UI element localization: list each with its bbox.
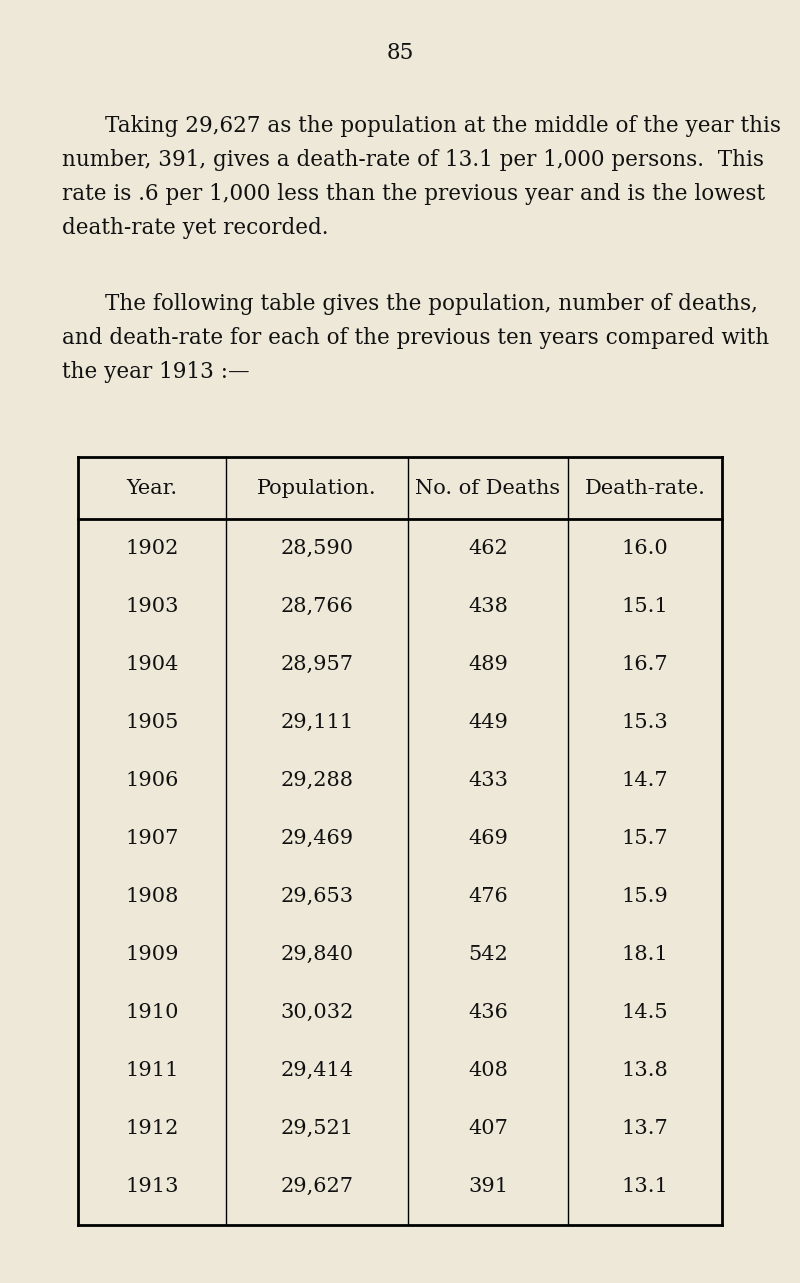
Text: 1906: 1906: [126, 771, 178, 789]
Text: 16.7: 16.7: [622, 654, 668, 674]
Text: 1904: 1904: [126, 654, 178, 674]
Text: 29,653: 29,653: [281, 887, 354, 906]
Text: Taking 29,627 as the population at the middle of the year this: Taking 29,627 as the population at the m…: [105, 115, 781, 137]
Text: 1903: 1903: [126, 597, 178, 616]
Text: 489: 489: [468, 654, 508, 674]
Text: 15.7: 15.7: [622, 829, 668, 848]
Text: rate is .6 per 1,000 less than the previous year and is the lowest: rate is .6 per 1,000 less than the previ…: [62, 183, 765, 205]
Text: 29,521: 29,521: [281, 1119, 354, 1138]
Text: 13.1: 13.1: [622, 1177, 669, 1196]
Text: 18.1: 18.1: [622, 944, 668, 964]
Text: 29,469: 29,469: [281, 829, 354, 848]
Text: 29,111: 29,111: [280, 712, 354, 731]
Text: 28,766: 28,766: [281, 597, 354, 616]
Text: The following table gives the population, number of deaths,: The following table gives the population…: [105, 293, 758, 316]
Text: the year 1913 :—: the year 1913 :—: [62, 361, 250, 384]
Text: Death-rate.: Death-rate.: [585, 479, 706, 498]
Text: 1913: 1913: [126, 1177, 178, 1196]
Text: 407: 407: [468, 1119, 508, 1138]
Text: 1907: 1907: [126, 829, 178, 848]
Text: 13.7: 13.7: [622, 1119, 668, 1138]
Text: Year.: Year.: [126, 479, 178, 498]
Text: 85: 85: [386, 42, 414, 64]
Text: 29,288: 29,288: [281, 771, 354, 789]
Text: 476: 476: [468, 887, 508, 906]
Text: 29,627: 29,627: [281, 1177, 354, 1196]
Text: 438: 438: [468, 597, 508, 616]
Text: Population.: Population.: [257, 479, 377, 498]
Text: 15.1: 15.1: [622, 597, 668, 616]
Text: 29,414: 29,414: [281, 1061, 354, 1079]
Text: 29,840: 29,840: [281, 944, 354, 964]
Text: 408: 408: [468, 1061, 508, 1079]
Text: No. of Deaths: No. of Deaths: [415, 479, 561, 498]
Text: 542: 542: [468, 944, 508, 964]
Text: 1908: 1908: [126, 887, 178, 906]
Text: 1912: 1912: [126, 1119, 178, 1138]
Text: 433: 433: [468, 771, 508, 789]
Text: 13.8: 13.8: [622, 1061, 668, 1079]
Text: 1911: 1911: [126, 1061, 178, 1079]
Text: 449: 449: [468, 712, 508, 731]
Text: 28,957: 28,957: [281, 654, 354, 674]
Text: 469: 469: [468, 829, 508, 848]
Text: 436: 436: [468, 1002, 508, 1021]
Text: 28,590: 28,590: [281, 539, 354, 558]
Text: 1910: 1910: [126, 1002, 178, 1021]
Text: 1905: 1905: [126, 712, 178, 731]
Text: 16.0: 16.0: [622, 539, 668, 558]
Text: 1902: 1902: [126, 539, 178, 558]
Text: death-rate yet recorded.: death-rate yet recorded.: [62, 217, 329, 239]
Text: 30,032: 30,032: [280, 1002, 354, 1021]
Text: 462: 462: [468, 539, 508, 558]
Text: number, 391, gives a death-rate of 13.1 per 1,000 persons.  This: number, 391, gives a death-rate of 13.1 …: [62, 149, 764, 171]
Text: 14.5: 14.5: [622, 1002, 668, 1021]
Text: and death-rate for each of the previous ten years compared with: and death-rate for each of the previous …: [62, 327, 769, 349]
Text: 391: 391: [468, 1177, 508, 1196]
Text: 1909: 1909: [126, 944, 178, 964]
Text: 15.3: 15.3: [622, 712, 668, 731]
Text: 15.9: 15.9: [622, 887, 668, 906]
Text: 14.7: 14.7: [622, 771, 668, 789]
